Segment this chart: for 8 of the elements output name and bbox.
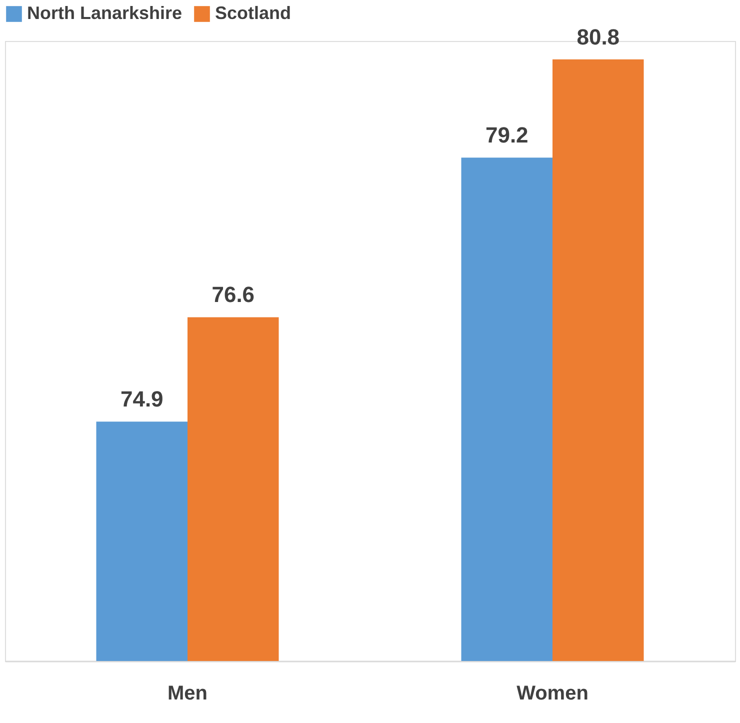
legend-label: North Lanarkshire [27,3,182,23]
legend-label: Scotland [215,3,292,23]
data-label: 80.8 [576,24,620,50]
x-tick-label: Men [168,682,208,704]
data-label: 76.6 [212,282,255,308]
data-label: 79.2 [485,122,528,148]
x-tick-label: Women [516,682,588,704]
data-label: 74.9 [120,386,164,412]
